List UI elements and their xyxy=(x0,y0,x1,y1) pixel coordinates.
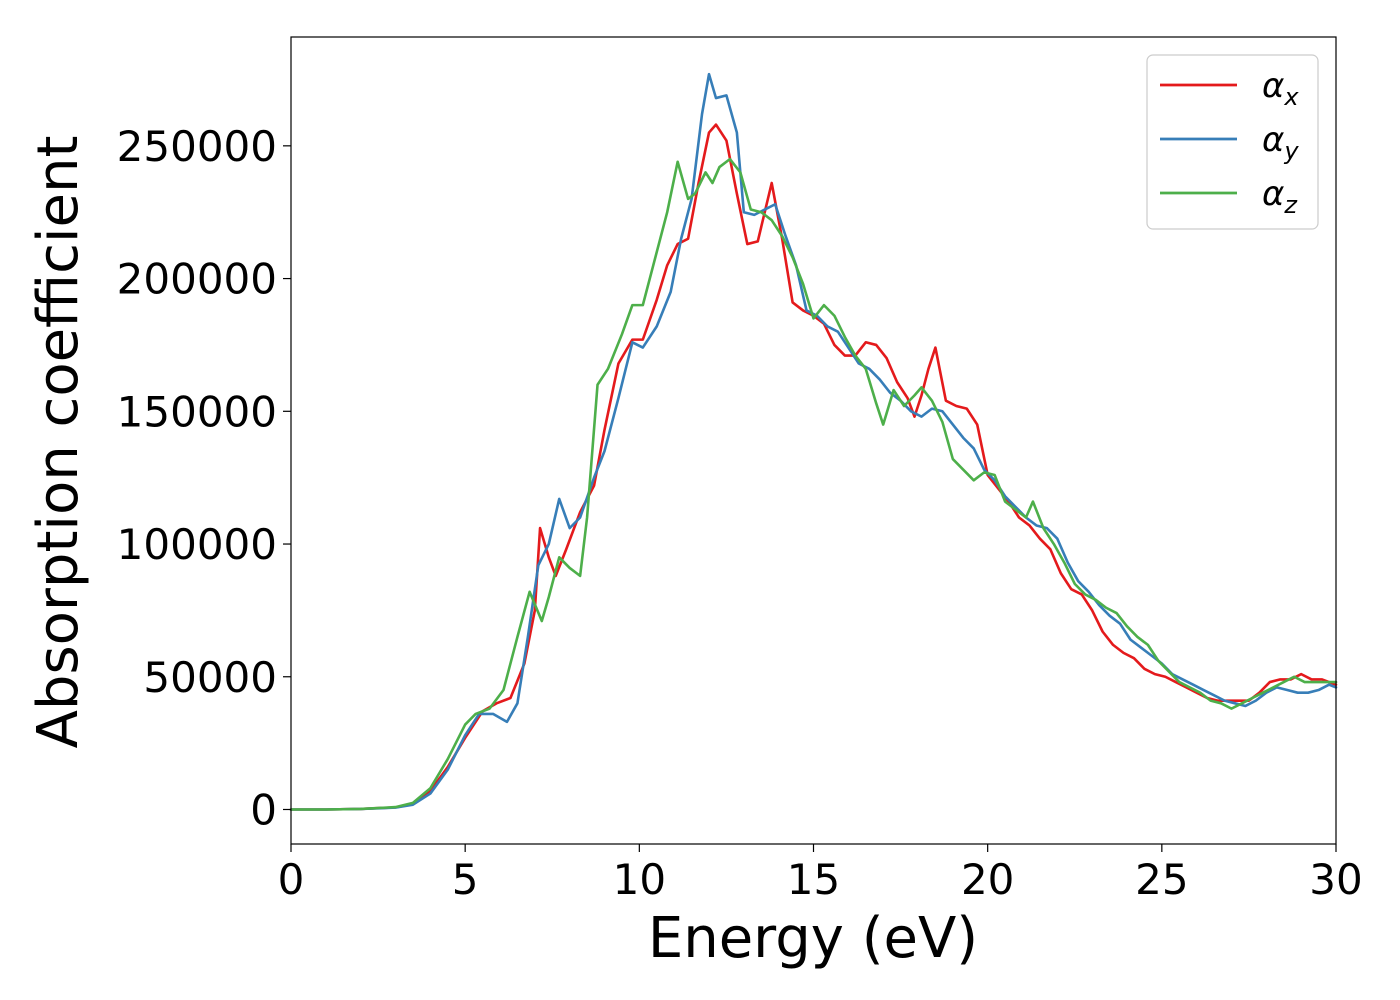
series-line-y xyxy=(289,72,1338,811)
x-tick-label: 25 xyxy=(1135,855,1188,904)
x-tick-label: 5 xyxy=(452,855,479,904)
x-tick-label: 15 xyxy=(787,855,840,904)
axis-ticks: 0 5 10 15 20 25 30 0 50000 100000 150000 200000 2500… xyxy=(117,122,1363,904)
y-tick-label: 100000 xyxy=(117,520,277,569)
legend-box xyxy=(1146,54,1319,230)
legend: αx αy αz xyxy=(1146,54,1319,230)
y-tick-label: 250000 xyxy=(117,122,277,171)
y-tick-label: 50000 xyxy=(143,653,277,702)
series-line-x xyxy=(289,123,1338,811)
x-tick-label: 20 xyxy=(961,855,1014,904)
x-axis-label: Energy (eV) xyxy=(648,906,978,971)
legend-label-z: αz xyxy=(1262,174,1298,219)
y-tick-label: 200000 xyxy=(117,255,277,304)
series-line-z xyxy=(289,157,1338,811)
legend-label-y: αy xyxy=(1262,120,1299,165)
y-axis-label: Absorption coefficient xyxy=(26,136,91,749)
y-tick-label: 150000 xyxy=(117,387,277,436)
x-tick-label: 10 xyxy=(613,855,666,904)
y-tick-label: 0 xyxy=(250,785,277,834)
legend-label-x: αx xyxy=(1262,66,1299,111)
x-tick-label: 0 xyxy=(278,855,305,904)
x-tick-label: 30 xyxy=(1309,855,1362,904)
plot-lines xyxy=(289,72,1338,811)
